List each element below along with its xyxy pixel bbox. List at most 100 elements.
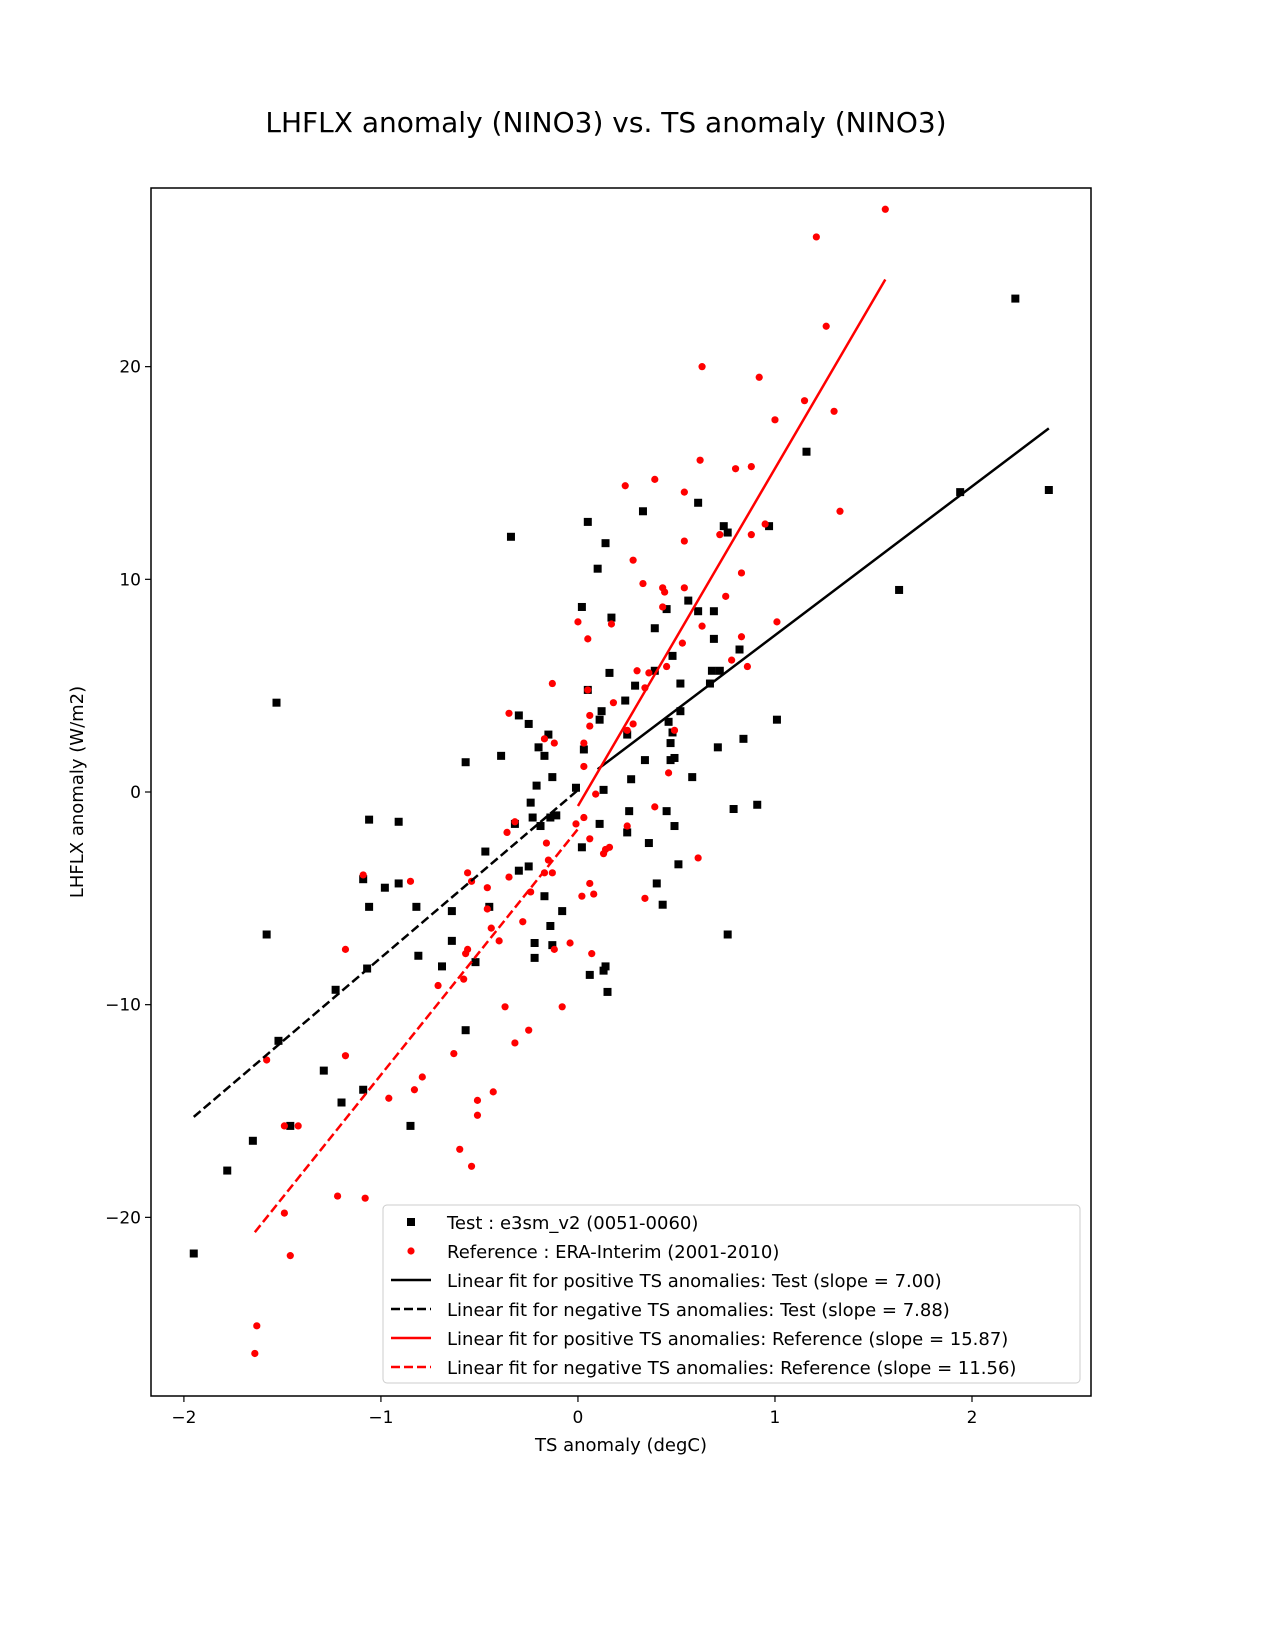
- test-data-point: [652, 879, 661, 888]
- x-tick-label: 2: [967, 1408, 978, 1428]
- reference-data-point: [623, 726, 631, 734]
- test-data-point: [189, 1249, 198, 1258]
- reference-data-point: [737, 569, 746, 577]
- test-data-point: [534, 743, 543, 752]
- test-data-point: [623, 730, 632, 739]
- test-data-point: [546, 813, 555, 822]
- reference-data-point: [450, 1049, 458, 1058]
- reference-data-point: [361, 1194, 369, 1202]
- test-data-point: [546, 921, 555, 930]
- test-data-point: [579, 745, 588, 754]
- test-data-point: [558, 907, 567, 916]
- test-data-point: [585, 970, 594, 979]
- test-data-point: [650, 624, 659, 633]
- reference-data-point: [456, 1145, 464, 1153]
- reference-data-point: [519, 918, 527, 926]
- test-data-point: [709, 634, 718, 643]
- reference-data-point: [586, 711, 594, 720]
- test-data-point: [1011, 294, 1020, 303]
- reference-data-point: [574, 618, 582, 626]
- reference-data-point: [645, 669, 653, 677]
- y-tick-label: 20: [119, 358, 141, 378]
- reference-data-point: [661, 588, 669, 596]
- test-data-point: [548, 773, 557, 782]
- test-data-point: [601, 539, 610, 548]
- test-data-point: [709, 607, 718, 616]
- y-tick-label: −20: [105, 1208, 141, 1228]
- reference-data-point: [505, 709, 513, 717]
- reference-data-point: [503, 828, 511, 837]
- test-data-point: [593, 564, 602, 573]
- reference-data-point: [607, 620, 616, 628]
- test-data-point: [552, 811, 561, 820]
- test-data-point: [956, 488, 965, 497]
- test-data-point: [658, 900, 667, 909]
- reference-data-point: [487, 924, 495, 932]
- test-data-point: [595, 819, 604, 828]
- reference-data-point: [483, 905, 491, 913]
- test-data-point: [524, 719, 533, 728]
- x-axis-label: TS anomaly (degC): [534, 1435, 707, 1456]
- test-data-point: [359, 1085, 368, 1094]
- reference-data-point: [580, 813, 588, 822]
- test-data-point: [506, 532, 515, 541]
- reference-data-point: [800, 397, 809, 405]
- reference-data-point: [566, 939, 574, 947]
- test-data-point: [595, 715, 604, 724]
- x-axis: −2 −1 0 1 2: [171, 1396, 977, 1428]
- reference-data-point: [755, 373, 763, 381]
- test-data-point: [365, 902, 374, 911]
- reference-data-point: [280, 1209, 288, 1217]
- chart-title: LHFLX anomaly (NINO3) vs. TS anomaly (NI…: [265, 106, 946, 139]
- reference-data-point: [747, 531, 755, 539]
- reference-data-point: [253, 1322, 261, 1330]
- test-data-point: [670, 753, 679, 762]
- reference-data-point: [527, 888, 535, 896]
- test-data-point: [753, 800, 762, 809]
- reference-data-point: [621, 482, 629, 490]
- reference-data-point: [592, 790, 600, 798]
- test-data-point: [514, 711, 523, 720]
- test-data-point: [524, 862, 533, 871]
- test-data-point: [597, 707, 606, 716]
- test-data-point: [331, 985, 340, 994]
- reference-data-point: [747, 463, 755, 471]
- x-tick-label: 1: [770, 1408, 781, 1428]
- x-tick-label: 0: [573, 1408, 584, 1428]
- test-data-point: [447, 936, 456, 945]
- test-data-point: [599, 785, 608, 794]
- test-data-point: [895, 585, 904, 594]
- test-data-point: [380, 883, 389, 892]
- legend-label: Reference : ERA-Interim (2001-2010): [447, 1242, 779, 1263]
- test-data-point: [359, 875, 368, 884]
- reference-data-point: [525, 1026, 533, 1034]
- reference-data-point: [464, 945, 472, 953]
- test-data-point: [719, 522, 728, 531]
- reference-data-point: [698, 622, 706, 630]
- test-data-point: [694, 498, 703, 507]
- test-data-point: [644, 839, 653, 848]
- reference-data-point: [771, 416, 779, 424]
- test-data-point: [461, 1026, 470, 1035]
- reference-data-point: [467, 1162, 476, 1170]
- reference-data-point: [696, 456, 704, 464]
- reference-data-point: [678, 639, 686, 647]
- test-data-point: [676, 679, 685, 688]
- reference-data-point: [633, 667, 641, 675]
- test-data-point: [603, 987, 612, 996]
- reference-data-point: [548, 679, 556, 688]
- test-data-point: [540, 751, 549, 760]
- test-data-point: [536, 822, 545, 831]
- test-data-point: [577, 843, 586, 852]
- reference-data-point: [359, 871, 367, 879]
- test-data-point: [571, 783, 580, 792]
- reference-data-point: [584, 635, 592, 643]
- test-data-point: [715, 666, 724, 675]
- test-data-point: [497, 751, 506, 760]
- test-data-point: [286, 1121, 295, 1130]
- reference-data-point: [511, 818, 519, 826]
- reference-data-point: [728, 656, 736, 664]
- test-data-point: [676, 707, 685, 716]
- reference-data-point: [558, 1003, 566, 1011]
